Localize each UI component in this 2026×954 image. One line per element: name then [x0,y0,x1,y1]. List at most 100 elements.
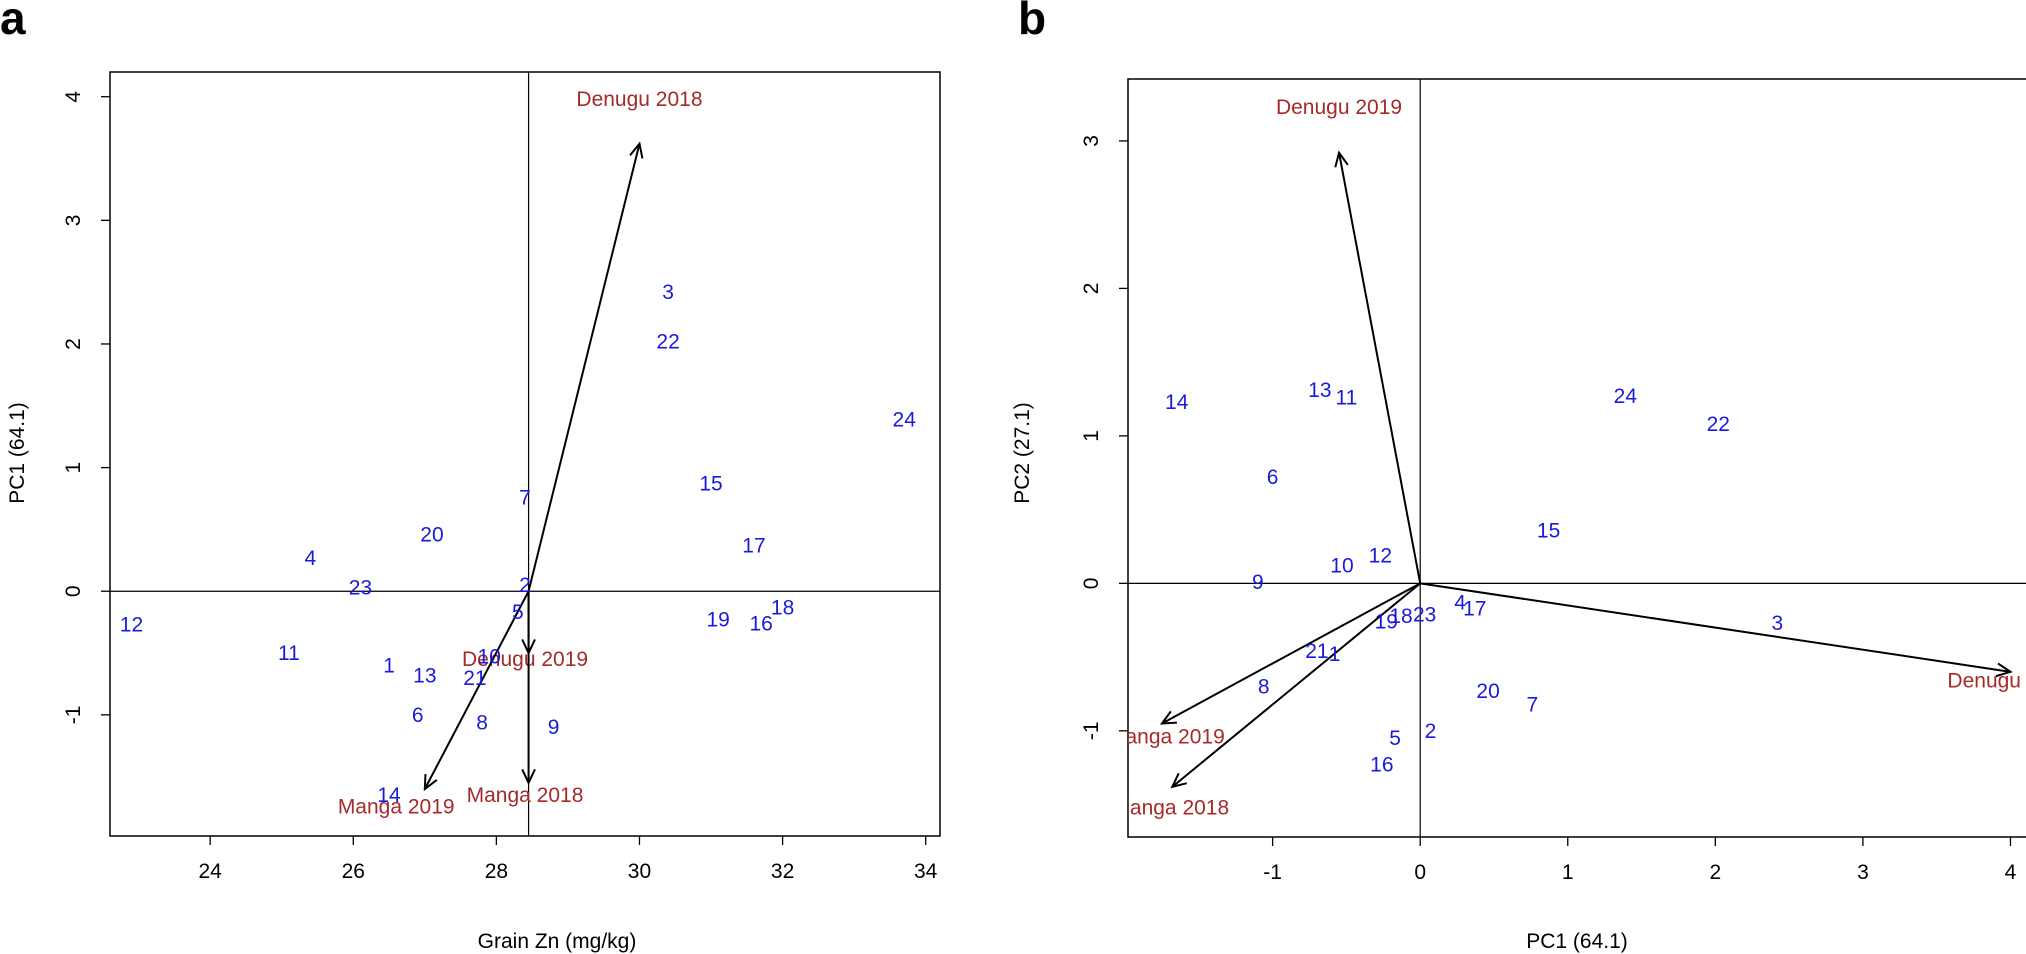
vector-label-b: Manga 2019 [1108,726,1225,749]
vector-label-a: Manga 2018 [467,784,584,807]
vector-shaft [1171,582,1421,788]
x-tick-label-a: 24 [198,860,222,883]
point-label-a: 20 [420,523,443,546]
x-tick-label-b: 1 [1562,861,1574,884]
x-tick-label-a: 34 [914,860,938,883]
point-label-b: 24 [1614,385,1638,408]
point-label-a: 22 [656,331,679,354]
x-tick-label-b: 0 [1414,861,1426,884]
vector-head [629,141,644,159]
point-label-b: 3 [1771,612,1783,635]
y-tick-label-a: 2 [62,338,85,350]
point-label-b: 15 [1537,519,1560,542]
point-label-a: 3 [662,281,674,304]
panel-letter-a: a [0,0,26,44]
vector-label-a: Denugu 2018 [576,88,702,111]
x-tick-label-a: 30 [628,860,651,883]
point-label-b: 5 [1389,727,1401,750]
x-tick-label-b: 2 [1709,861,1721,884]
y-axis-title-a: PC1 (64.1) [6,402,29,504]
vector-arrow-b [1170,582,1421,789]
vector-shaft [527,143,641,592]
x-tick-label-a: 26 [342,860,365,883]
point-label-a: 12 [120,614,143,637]
point-label-a: 24 [893,408,917,431]
point-label-b: 11 [1336,387,1358,410]
panel-a: a Denugu 2018 Denugu 2019 Manga 2019 Manga … [0,0,941,953]
point-label-a: 15 [699,473,722,496]
plot-area-a: Denugu 2018 Denugu 2019 Manga 2019 Manga 20… [110,72,940,836]
panel-letter-b: b [1018,0,1046,44]
point-label-a: 5 [512,601,524,624]
point-label-a: 19 [707,609,730,632]
point-label-a: 4 [305,547,317,570]
point-label-b: 1 [1329,643,1341,666]
point-label-b: 4 [1454,592,1466,615]
point-label-b: 20 [1476,680,1499,703]
point-label-a: 13 [413,664,436,687]
x-axis-title-a: Grain Zn (mg/kg) [478,930,637,953]
point-label-b: 9 [1252,571,1264,594]
point-label-a: 11 [278,642,300,665]
vector-arrow-a [527,141,644,592]
point-label-b: 6 [1267,466,1279,489]
vector-arrow-b [1420,582,2013,678]
point-label-a: 6 [412,704,424,727]
point-label-a: 8 [476,711,488,734]
vector-head [423,773,438,792]
point-label-a: 17 [742,534,765,557]
vector-label-a: Denugu 2019 [462,648,588,671]
point-label-a: 9 [548,716,560,739]
vector-head [1995,662,2013,678]
vector-arrow-a [521,591,536,786]
panel-b: b Denugu 2019 Denugu 2018 Manga 2019 Manga … [1011,0,2026,953]
vector-label-b: Manga 2018 [1112,797,1229,820]
x-tick-label-b: 3 [1857,861,1869,884]
plot-frame-a [109,71,941,837]
vector-head [1170,772,1188,789]
point-label-b: 23 [1413,603,1436,626]
x-tick-label-a: 32 [771,860,794,883]
vector-shaft [423,590,530,790]
x-tick-label-b: 4 [2005,861,2017,884]
point-label-a: 7 [519,486,531,509]
vector-label-b: Denugu 2018 [1947,670,2026,693]
point-label-b: 22 [1707,413,1730,436]
plot-frame-b [1127,78,2026,838]
y-tick-label-a: 1 [62,462,85,474]
point-label-b: 16 [1370,754,1393,777]
point-label-b: 19 [1375,611,1398,634]
point-label-b: 14 [1165,391,1189,414]
vector-head [1159,710,1177,725]
y-tick-label-b: 1 [1080,430,1103,442]
y-tick-label-b: -1 [1080,721,1103,740]
y-tick-label-a: 4 [62,91,85,103]
x-axis-title-b: PC1 (64.1) [1526,930,1628,953]
vector-label-b: Denugu 2019 [1276,96,1402,119]
vector-arrow-b [1159,582,1421,725]
point-label-a: 2 [519,574,531,597]
point-label-a: 10 [478,646,501,669]
point-label-b: 8 [1258,676,1270,699]
y-tick-label-b: 3 [1080,135,1103,147]
vector-shaft [1338,152,1422,584]
point-label-b: 12 [1369,544,1392,567]
vector-label-a: Manga 2019 [338,795,455,818]
point-label-b: 18 [1389,605,1412,628]
point-label-b: 21 [1305,640,1328,663]
vector-head [521,768,536,786]
point-label-b: 13 [1308,379,1331,402]
plot-area-b: Denugu 2019 Denugu 2018 Manga 2019 Manga 20… [1108,79,2026,837]
x-tick-label-a: 28 [485,860,508,883]
vector-arrow-a [423,590,530,792]
y-tick-label-a: 3 [62,215,85,227]
point-label-b: 10 [1330,555,1353,578]
point-label-b: 17 [1463,597,1486,620]
y-tick-label-a: -1 [62,706,85,725]
y-tick-label-a: 0 [62,585,85,597]
y-tick-label-b: 0 [1080,578,1103,590]
vector-head [1334,150,1349,168]
vector-arrow-b [1334,150,1422,584]
vector-shaft [1420,582,2011,673]
